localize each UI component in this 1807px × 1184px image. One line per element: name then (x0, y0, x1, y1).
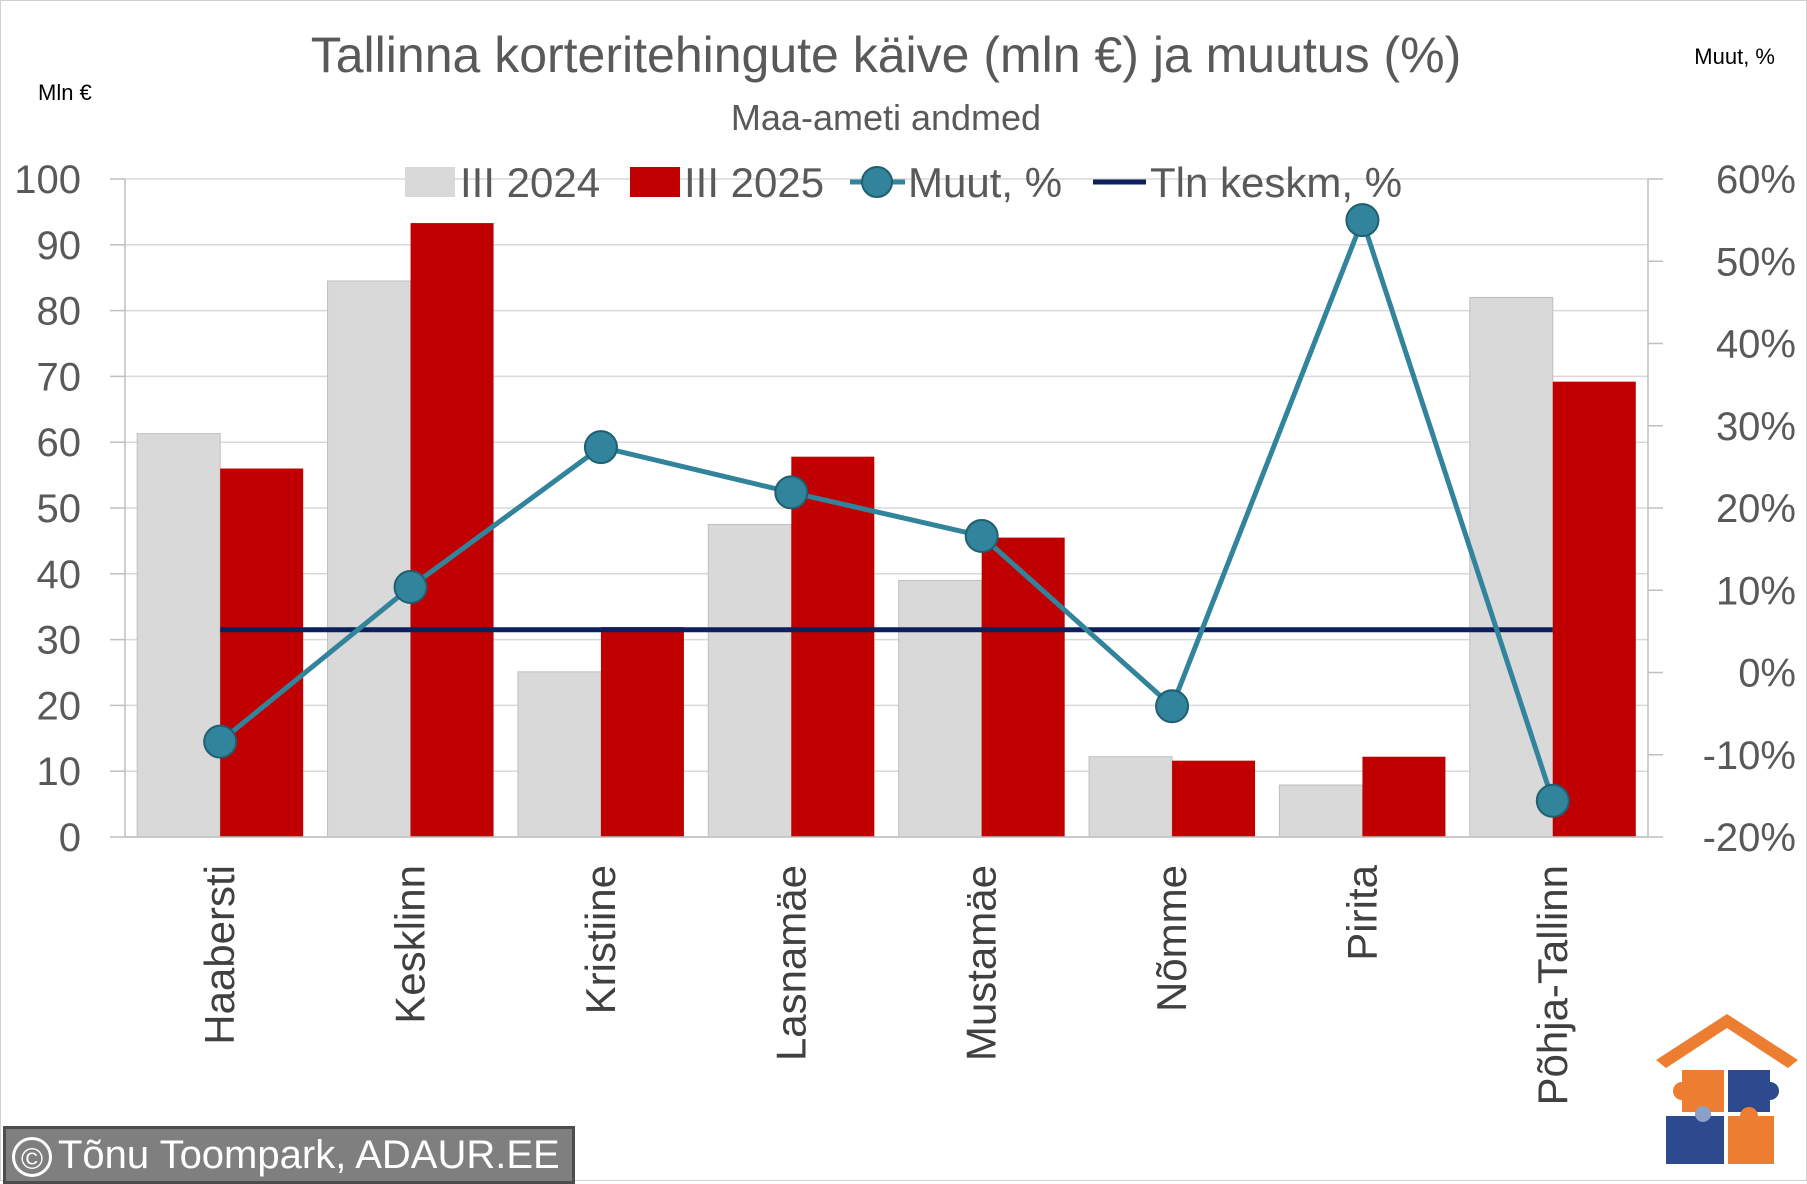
marker-muut-mustamae (964, 518, 999, 553)
marker-muut-nomme (1155, 689, 1190, 724)
bar-iii-2025-kesklinn (410, 223, 494, 837)
left-axis-ticks: 0 10 20 30 40 50 60 70 80 90 100 (14, 158, 126, 860)
right-tick-label-8: 60% (1716, 158, 1796, 202)
left-tick-label-30: 30 (37, 619, 82, 663)
left-tick-label-80: 80 (37, 290, 82, 334)
right-tick-label-2: 0% (1738, 652, 1796, 696)
category-label-kesklinn: Kesklinn (387, 865, 434, 1024)
left-tick-label-10: 10 (37, 750, 82, 794)
marker-muut-kesklinn (393, 569, 428, 604)
category-label-haabersti: Haabersti (196, 865, 243, 1045)
left-tick-label-40: 40 (37, 553, 82, 597)
category-label-kristiine: Kristiine (577, 865, 624, 1014)
bar-iii-2024-pohja-tallinn (1469, 296, 1554, 838)
legend-label-tln-keskm: Tln keskm, % (1150, 159, 1402, 206)
category-label-lasnamae: Lasnamäe (767, 865, 814, 1061)
right-tick-label-1: -10% (1703, 734, 1796, 778)
right-tick-label-3: 10% (1716, 569, 1796, 613)
right-tick-label-7: 50% (1716, 240, 1796, 284)
right-tick-label-0: -20% (1703, 816, 1796, 860)
bar-iii-2024-kristiine (517, 671, 602, 838)
bar-iii-2024-lasnamae (707, 523, 792, 838)
right-tick-label-6: 40% (1716, 323, 1796, 367)
right-axis-ticks: -20% -10% 0% 10% 20% 30% 40% 50% 60% (1647, 158, 1796, 860)
marker-muut-haabersti (203, 724, 238, 759)
right-tick-label-5: 30% (1716, 405, 1796, 449)
legend-label-iii-2024: III 2024 (460, 159, 600, 206)
bar-iii-2025-kristiine (600, 627, 684, 837)
left-tick-label-70: 70 (37, 355, 82, 399)
chart-title: Tallinna korteritehingute käive (mln €) … (311, 27, 1462, 83)
bar-iii-2025-mustamae (981, 537, 1065, 837)
category-label-nomme: Nõmme (1148, 865, 1195, 1012)
left-tick-label-20: 20 (37, 684, 82, 728)
legend: III 2024 III 2025 Muut, % Tln keskm, % (405, 159, 1402, 206)
right-axis-label: Muut, % (1694, 44, 1775, 69)
left-tick-label-90: 90 (37, 224, 82, 268)
left-tick-label-0: 0 (59, 816, 81, 860)
category-labels: Haabersti Kesklinn Kristiine Lasnamäe Mustam… (196, 864, 1576, 1105)
bar-iii-2025-haabersti (220, 468, 304, 837)
lines (203, 203, 1570, 818)
marker-muut-pirita (1345, 203, 1380, 238)
left-tick-label-50: 50 (37, 487, 82, 531)
legend-label-iii-2025: III 2025 (684, 159, 824, 206)
bar-iii-2024-mustamae (898, 579, 983, 838)
right-tick-label-4: 20% (1716, 487, 1796, 531)
left-tick-label-60: 60 (37, 421, 82, 465)
legend-label-muut: Muut, % (908, 159, 1062, 206)
copyright-text: Tõnu Toompark, ADAUR.EE (58, 1133, 560, 1177)
bars (125, 223, 1648, 838)
bar-iii-2024-haabersti (136, 433, 221, 838)
legend-swatch-iii-2025 (630, 167, 680, 197)
copyright-icon: © (12, 1137, 52, 1178)
bar-iii-2025-lasnamae (791, 456, 875, 837)
line-muut (218, 212, 1556, 802)
marker-muut-lasnamae (774, 475, 809, 510)
category-label-pohja-tallinn: Põhja-Tallinn (1529, 865, 1576, 1105)
bar-iii-2025-nomme (1172, 760, 1256, 837)
bar-iii-2025-pohja-tallinn (1552, 381, 1636, 837)
legend-swatch-iii-2024 (405, 167, 455, 197)
bar-iii-2024-nomme (1088, 756, 1173, 838)
marker-muut-pohja-tallinn (1535, 783, 1570, 818)
bar-iii-2025-pirita (1362, 756, 1446, 837)
bar-iii-2024-kesklinn (327, 280, 412, 838)
category-label-mustamae: Mustamäe (958, 865, 1005, 1061)
copyright-badge: © Tõnu Toompark, ADAUR.EE (3, 1126, 575, 1184)
bar-iii-2024-pirita (1278, 784, 1363, 838)
house-puzzle-logo-icon (1656, 1014, 1798, 1164)
legend-swatch-muut-marker (861, 166, 893, 198)
left-tick-label-100: 100 (14, 158, 81, 202)
marker-muut-kristiine (583, 430, 618, 465)
left-axis-label: Mln € (38, 80, 92, 105)
category-label-pirita: Pirita (1338, 864, 1385, 960)
chart-subtitle: Maa-ameti andmed (731, 97, 1041, 138)
